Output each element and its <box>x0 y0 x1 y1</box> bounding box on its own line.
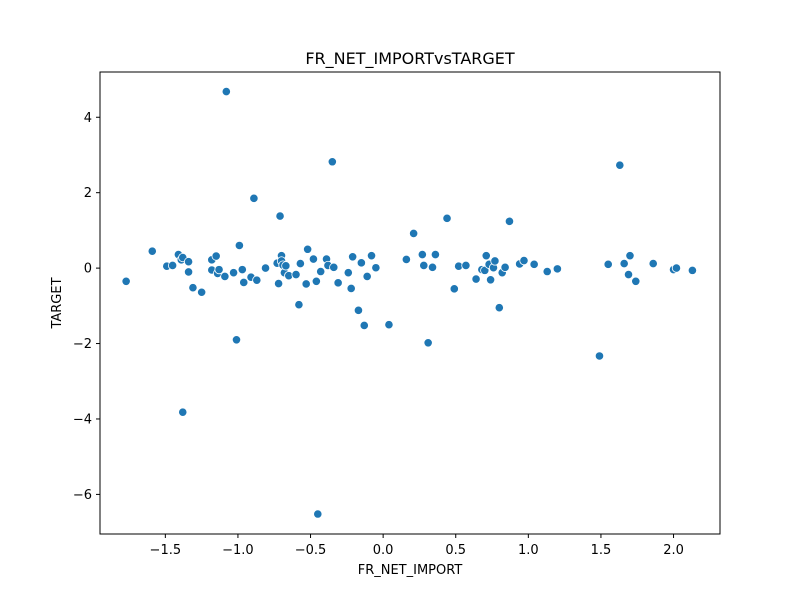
scatter-point-62 <box>409 228 419 239</box>
scatter-point-1 <box>147 246 157 256</box>
scatter-point-69 <box>449 284 459 294</box>
scatter-point-23 <box>239 277 249 288</box>
x-axis-ticks: −1.5 −1.0 −0.5 0.0 0.5 1.0 1.5 2.0 <box>150 534 684 558</box>
scatter-point-67 <box>430 249 441 260</box>
scatter-point-58 <box>366 251 377 261</box>
scatter-point-9 <box>183 267 194 277</box>
x-tick-label-1: −1.0 <box>222 543 254 558</box>
scatter-point-79 <box>490 256 500 266</box>
scatter-point-0 <box>121 276 131 286</box>
scatter-point-11 <box>197 287 207 297</box>
scatter-point-66 <box>427 262 438 272</box>
scatter-point-37 <box>291 269 301 280</box>
scatter-point-83 <box>504 216 515 226</box>
scatter-point-91 <box>615 160 625 170</box>
plot-frame <box>99 71 721 535</box>
chart-title: FR_NET_IMPORTvsTARGET <box>305 49 515 69</box>
y-axis-ticks: −6 −4 −2 0 2 4 <box>73 111 100 503</box>
x-tick-label-5: 1.0 <box>518 543 539 558</box>
scatter-point-64 <box>419 260 429 271</box>
scatter-point-90 <box>603 259 613 269</box>
y-tick-label-1: −4 <box>73 412 92 427</box>
scatter-point-65 <box>423 338 433 348</box>
scatter-point-7 <box>178 407 188 417</box>
scatter-point-93 <box>623 269 634 280</box>
x-tick-label-7: 2.0 <box>663 543 684 558</box>
y-tick-label-0: −6 <box>73 488 92 503</box>
y-axis-label: TARGET <box>50 277 65 329</box>
scatter-point-71 <box>461 260 471 271</box>
scatter-point-44 <box>313 509 323 519</box>
scatter-point-22 <box>237 265 247 275</box>
scatter-point-75 <box>481 251 491 261</box>
scatter-point-85 <box>519 255 529 266</box>
scatter-point-19 <box>228 268 239 278</box>
x-tick-label-2: −0.5 <box>295 543 327 558</box>
x-axis-label: FR_NET_IMPORT <box>358 563 463 578</box>
scatter-point-61 <box>401 254 411 265</box>
scatter-point-30 <box>275 211 285 221</box>
scatter-point-59 <box>371 263 381 273</box>
scatter-point-96 <box>648 258 658 269</box>
scatter-point-95 <box>631 276 641 286</box>
scatter-point-38 <box>294 300 304 310</box>
scatter-point-29 <box>273 278 284 289</box>
scatter-point-63 <box>417 249 427 260</box>
scatter-points <box>121 87 698 519</box>
scatter-point-55 <box>356 258 366 268</box>
y-tick-label-3: 0 <box>84 262 92 277</box>
scatter-point-8 <box>183 257 194 267</box>
scatter-point-72 <box>471 274 481 284</box>
scatter-point-99 <box>687 265 698 275</box>
x-tick-label-3: 0.0 <box>373 543 394 558</box>
scatter-point-54 <box>353 305 364 315</box>
scatter-point-89 <box>594 351 605 361</box>
scatter-point-53 <box>348 252 358 262</box>
scatter-point-86 <box>529 259 539 269</box>
scatter-point-56 <box>359 320 369 331</box>
scatter-point-39 <box>295 258 305 269</box>
x-tick-label-0: −1.5 <box>150 543 182 558</box>
scatter-point-25 <box>249 193 259 203</box>
scatter-point-14 <box>211 251 221 261</box>
scatter-point-10 <box>188 283 198 293</box>
y-tick-label-5: 4 <box>84 111 92 126</box>
scatter-point-17 <box>220 271 230 282</box>
scatter-point-35 <box>281 261 291 271</box>
scatter-point-92 <box>619 258 629 269</box>
scatter-point-80 <box>494 303 504 313</box>
scatter-point-20 <box>231 335 242 345</box>
scatter-point-88 <box>552 264 562 274</box>
scatter-point-60 <box>384 320 394 330</box>
y-tick-label-4: 2 <box>84 186 92 201</box>
scatter-point-27 <box>260 263 271 273</box>
y-tick-label-2: −2 <box>73 337 92 352</box>
scatter-point-40 <box>301 279 311 289</box>
scatter-point-57 <box>362 271 372 282</box>
scatter-point-87 <box>542 266 552 277</box>
scatter-point-77 <box>485 275 496 285</box>
scatter-point-3 <box>168 260 178 271</box>
scatter-point-45 <box>316 266 326 277</box>
scatter-point-52 <box>346 283 356 294</box>
scatter-point-16 <box>214 265 224 275</box>
scatter-point-21 <box>234 240 244 251</box>
scatter-point-98 <box>671 263 682 273</box>
scatter-point-43 <box>311 276 321 286</box>
scatter-point-82 <box>500 262 510 272</box>
scatter-point-94 <box>625 251 635 261</box>
scatter-point-48 <box>327 157 337 167</box>
scatter-point-26 <box>252 275 262 285</box>
x-tick-label-4: 0.5 <box>445 543 466 558</box>
x-tick-label-6: 1.5 <box>591 543 612 558</box>
scatter-point-18 <box>221 87 231 97</box>
scatter-point-51 <box>343 268 353 278</box>
scatter-point-42 <box>308 254 319 264</box>
scatter-point-49 <box>329 262 339 272</box>
scatter-point-68 <box>442 213 452 223</box>
scatter-point-41 <box>303 244 313 254</box>
scatter-point-50 <box>333 278 343 288</box>
